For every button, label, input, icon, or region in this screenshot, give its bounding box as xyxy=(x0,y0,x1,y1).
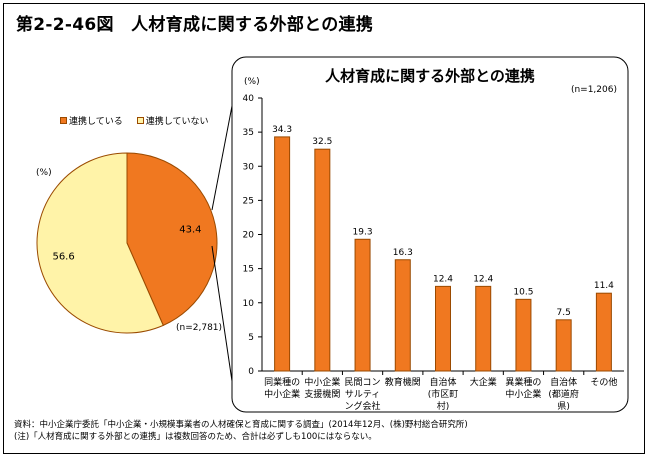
bar-value-label-7: 7.5 xyxy=(557,308,571,318)
x-category-line-1-0: 中小企業 xyxy=(304,376,340,388)
bar-unit-label: (%) xyxy=(244,77,260,87)
bar-8 xyxy=(595,292,612,372)
y-tick-label-1: 5 xyxy=(248,333,254,343)
x-category-line-6-1: 中小企業 xyxy=(505,388,541,400)
x-category-line-6-0: 異業種の xyxy=(505,376,541,388)
bar-value-label-2: 19.3 xyxy=(353,227,373,237)
x-category-line-7-0: 自治体 xyxy=(550,376,577,388)
x-category-line-2-0: 民間コン xyxy=(345,377,381,388)
pie-chart: 43.4 56.6 xyxy=(36,152,218,334)
figure-title: 第2-2-46図 人材育成に関する外部との連携 xyxy=(16,15,374,35)
figure-frame xyxy=(3,3,645,454)
pie-slice-0 xyxy=(126,152,218,327)
y-tick-label-6: 30 xyxy=(243,162,255,172)
x-category-line-0-1: 中小企業 xyxy=(264,388,300,400)
x-category-line-3-0: 教育機関 xyxy=(385,376,421,388)
y-tick-label-0: 0 xyxy=(248,367,254,377)
legend-swatch-not-connected xyxy=(136,117,144,124)
x-category-label-7: 自治体(都道府県) xyxy=(548,376,579,412)
y-tick-label-5: 25 xyxy=(243,196,254,206)
x-category-line-4-1: (市区町 xyxy=(428,388,459,400)
bar-n-label: (n=1,206) xyxy=(571,85,617,95)
source-note: 資料：中小企業庁委託「中小企業・小規模事業者の人材確保と育成に関する調査」(20… xyxy=(14,420,468,430)
bar-1 xyxy=(314,148,331,372)
bar-value-label-5: 12.4 xyxy=(473,274,493,284)
x-category-line-7-2: 県) xyxy=(557,401,570,412)
bar-value-label-3: 16.3 xyxy=(393,248,413,258)
bar-series: 34.3同業種の中小企業32.5中小企業支援機関19.3民間コンサルティング会社… xyxy=(264,125,617,412)
x-category-label-4: 自治体(市区町村) xyxy=(428,376,459,412)
pie-legend: 連携している 連携していない xyxy=(60,114,208,127)
pie-n-label: (n=2,781) xyxy=(176,323,222,333)
bar-value-label-6: 10.5 xyxy=(513,287,533,297)
bar-value-label-4: 12.4 xyxy=(433,274,453,284)
x-category-line-4-0: 自治体 xyxy=(429,376,456,388)
figure-notes: 資料：中小企業庁委託「中小企業・小規模事業者の人材確保と育成に関する調査」(20… xyxy=(14,419,468,443)
y-tick-label-8: 40 xyxy=(243,94,255,104)
bar-5 xyxy=(475,285,492,372)
x-category-line-4-2: 村) xyxy=(437,400,450,412)
legend-label-connected: 連携している xyxy=(69,117,123,127)
pie-slice-label-1: 56.6 xyxy=(52,251,74,262)
pie-slice-1 xyxy=(36,152,164,334)
bar-value-label-0: 34.3 xyxy=(272,125,292,135)
x-category-label-5: 大企業 xyxy=(470,376,497,388)
bar-2 xyxy=(354,238,371,372)
bar-value-label-1: 32.5 xyxy=(312,137,332,147)
x-category-line-8-0: その他 xyxy=(590,376,617,388)
bar-4 xyxy=(435,285,451,372)
y-tick-label-2: 10 xyxy=(243,299,255,309)
x-category-line-1-1: 支援機関 xyxy=(304,388,340,400)
x-category-line-2-1: サルティ xyxy=(345,389,380,400)
x-category-line-5-0: 大企業 xyxy=(470,376,497,388)
bar-6 xyxy=(515,298,532,372)
bar-7 xyxy=(555,319,572,372)
legend-swatch-connected xyxy=(60,117,67,124)
legend-label-not-connected: 連携していない xyxy=(145,117,209,127)
x-category-label-1: 中小企業支援機関 xyxy=(304,376,340,400)
bar-3 xyxy=(394,259,411,372)
y-tick-label-4: 20 xyxy=(243,231,255,241)
x-category-label-8: その他 xyxy=(590,376,617,388)
y-tick-label-7: 35 xyxy=(243,128,254,138)
connector-bottom xyxy=(211,245,233,382)
connector-top xyxy=(211,105,233,211)
x-category-label-2: 民間コンサルティング会社 xyxy=(345,377,381,412)
y-tick-label-3: 15 xyxy=(243,265,254,275)
bar-panel xyxy=(231,56,629,413)
bar-chart-title: 人材育成に関する外部との連携 xyxy=(325,67,535,85)
x-category-label-3: 教育機関 xyxy=(385,376,421,388)
x-category-line-0-0: 同業種の xyxy=(264,376,300,388)
x-category-label-0: 同業種の中小企業 xyxy=(264,376,300,400)
footnote: (注)「人材育成に関する外部との連携」は複数回答のため、合計は必ずしも100には… xyxy=(14,432,377,442)
legend-item-not-connected: 連携していない xyxy=(136,114,209,127)
x-category-line-7-1: (都道府 xyxy=(548,388,579,400)
pie-slice-label-0: 43.4 xyxy=(179,225,201,236)
bar-0 xyxy=(274,136,291,372)
pie-unit-label: (%) xyxy=(36,168,52,178)
x-category-label-6: 異業種の中小企業 xyxy=(505,376,541,400)
x-category-line-2-2: ング会社 xyxy=(345,400,381,412)
legend-item-connected: 連携している xyxy=(60,114,123,127)
bar-value-label-8: 11.4 xyxy=(594,281,614,291)
